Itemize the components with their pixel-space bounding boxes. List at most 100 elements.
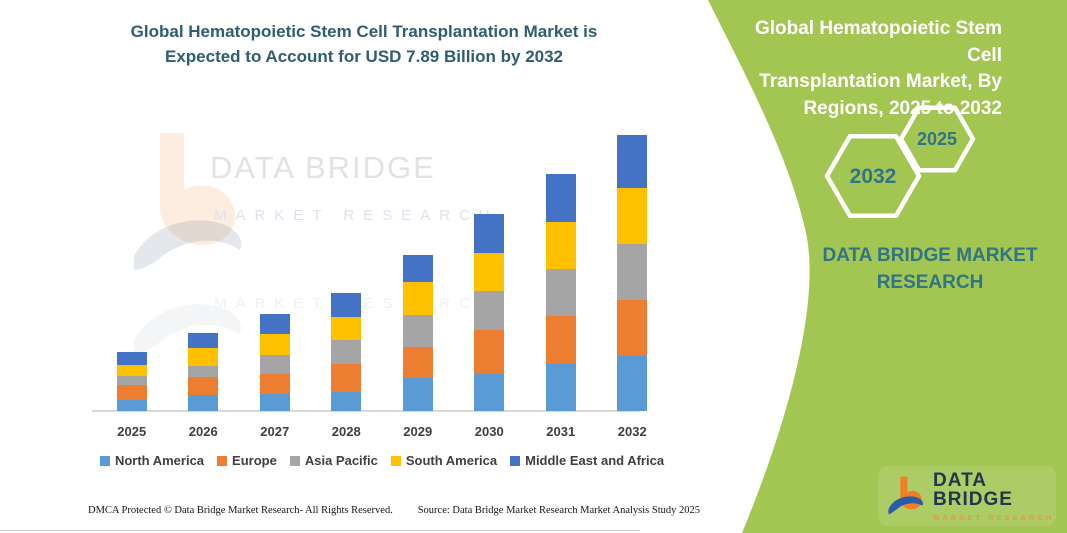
bar-segment-north-america-2031 <box>545 364 576 411</box>
bar-segment-south-america-2031 <box>545 222 576 269</box>
bar-stack-2031 <box>545 174 576 411</box>
chart-title-line1: Global Hematopoietic Stem Cell Transplan… <box>130 22 598 41</box>
bar-segment-south-america-2026 <box>188 348 219 366</box>
bar-segment-middle-east-and-africa-2027 <box>259 314 290 334</box>
bar-stack-2027 <box>259 314 290 411</box>
legend-label-south-america: South America <box>405 453 498 468</box>
bar-segment-asia-pacific-2029 <box>402 315 433 347</box>
chart-title-line2: Expected to Account for USD 7.89 Billion… <box>164 46 564 66</box>
company-logo: DATA BRIDGE MARKET RESEARCH <box>878 466 1056 526</box>
brand-name-line2: RESEARCH <box>876 271 984 293</box>
bar-stack-2028 <box>331 292 362 411</box>
curved-divider <box>640 0 810 533</box>
bar-segment-middle-east-and-africa-2025 <box>116 352 147 365</box>
bar-stack-2029 <box>402 254 433 411</box>
bar-stack-2032 <box>617 134 648 411</box>
bar-segment-north-america-2026 <box>188 394 219 411</box>
footer-source-text: Source: Data Bridge Market Research Mark… <box>417 505 700 516</box>
right-title-line1: Global Hematopoietic Stem Cell <box>754 18 1002 66</box>
hexagon-2032-icon <box>824 133 922 219</box>
chart-title: Global Hematopoietic Stem Cell Transplan… <box>58 20 670 69</box>
bar-segment-north-america-2029 <box>402 378 433 411</box>
bar-segment-south-america-2025 <box>116 364 147 376</box>
bar-segment-europe-2026 <box>188 376 219 395</box>
bar-segment-middle-east-and-africa-2028 <box>331 292 362 317</box>
right-panel-background <box>640 0 1067 533</box>
bar-segment-asia-pacific-2027 <box>259 355 290 374</box>
right-panel-title: Global Hematopoietic Stem Cell Transplan… <box>726 16 1002 122</box>
x-axis-label-2025: 2025 <box>117 424 147 439</box>
watermark-subtext: MARKET RESEARCH <box>214 207 499 224</box>
hexagon-2025-label: 2025 <box>916 129 958 149</box>
legend-swatch-middle-east-and-africa <box>510 455 521 466</box>
bar-2030 <box>454 0 526 411</box>
bar-segment-asia-pacific-2030 <box>474 291 505 331</box>
bar-2032 <box>597 0 669 411</box>
bar-2031 <box>525 0 597 411</box>
bar-segment-middle-east-and-africa-2029 <box>402 254 433 282</box>
bar-2028 <box>311 0 383 411</box>
legend-item-north-america: North America <box>99 453 205 468</box>
x-axis-label-2030: 2030 <box>474 424 504 439</box>
legend-swatch-europe <box>217 455 228 466</box>
x-axis-label-2026: 2026 <box>188 424 218 439</box>
bar-segment-south-america-2030 <box>474 253 505 292</box>
bar-2027 <box>239 0 311 411</box>
right-title-line2: Transplantation Market, By <box>759 71 1002 93</box>
x-axis-label-2027: 2027 <box>260 424 290 439</box>
x-axis-label-2032: 2032 <box>617 424 647 439</box>
bar-segment-north-america-2032 <box>617 356 648 411</box>
legend-label-north-america: North America <box>114 453 205 468</box>
hexagon-2025-icon <box>898 105 976 173</box>
bar-segment-asia-pacific-2026 <box>188 365 219 377</box>
footer-dmca-text: DMCA Protected © Data Bridge Market Rese… <box>88 505 393 516</box>
bar-segment-europe-2027 <box>259 373 290 394</box>
legend-swatch-north-america <box>99 455 110 466</box>
bar-2029 <box>382 0 454 411</box>
legend-item-south-america: South America <box>390 453 498 468</box>
x-axis-labels: 2025 2026 2027 2028 2029 2030 2031 2032 <box>96 424 668 439</box>
bar-segment-south-america-2029 <box>402 281 433 316</box>
x-axis-line <box>92 410 672 412</box>
bar-segment-south-america-2032 <box>617 187 648 245</box>
legend-item-asia-pacific: Asia Pacific <box>289 453 378 468</box>
bar-segment-south-america-2027 <box>259 333 290 356</box>
legend-label-asia-pacific: Asia Pacific <box>304 453 378 468</box>
legend-swatch-south-america <box>390 455 401 466</box>
bar-segment-middle-east-and-africa-2031 <box>545 174 576 223</box>
bar-segment-asia-pacific-2025 <box>116 375 147 386</box>
bar-segment-europe-2032 <box>617 300 648 356</box>
legend-item-middle-east-and-africa: Middle East and Africa <box>510 453 664 468</box>
legend-swatch-asia-pacific <box>289 455 300 466</box>
logo-sub-text: MARKET RESEARCH <box>933 512 1055 522</box>
legend-label-middle-east-and-africa: Middle East and Africa <box>525 453 665 468</box>
brand-name-line1: DATA BRIDGE MARKET <box>822 245 1038 266</box>
hexagon-2032-label: 2032 <box>849 165 897 188</box>
bar-segment-middle-east-and-africa-2032 <box>617 134 648 188</box>
bar-segment-north-america-2030 <box>474 373 505 411</box>
right-title-line3: Regions, 2025 to 2032 <box>803 97 1002 119</box>
bottom-divider <box>0 530 742 531</box>
bar-stack-2025 <box>116 352 147 411</box>
x-axis-label-2028: 2028 <box>331 424 361 439</box>
logo-name-text: DATA BRIDGE <box>933 469 1013 510</box>
bar-2026 <box>168 0 240 411</box>
bars <box>96 0 668 411</box>
bar-2025 <box>96 0 168 411</box>
bar-segment-europe-2025 <box>116 385 147 400</box>
company-logo-icon <box>888 476 923 515</box>
bar-segment-north-america-2025 <box>116 399 147 411</box>
bar-segment-europe-2030 <box>474 330 505 374</box>
bar-segment-asia-pacific-2032 <box>617 244 648 301</box>
footer: DMCA Protected © Data Bridge Market Rese… <box>88 505 700 516</box>
bar-segment-north-america-2028 <box>331 391 362 411</box>
bar-segment-asia-pacific-2031 <box>545 268 576 317</box>
watermark-brand-text: DATA BRIDGE <box>210 150 436 185</box>
bar-segment-middle-east-and-africa-2030 <box>474 213 505 254</box>
legend-item-europe: Europe <box>217 453 277 468</box>
bar-stack-2026 <box>188 333 219 411</box>
bar-segment-europe-2031 <box>545 316 576 365</box>
legend-label-europe: Europe <box>232 453 277 468</box>
x-axis-label-2029: 2029 <box>403 424 433 439</box>
